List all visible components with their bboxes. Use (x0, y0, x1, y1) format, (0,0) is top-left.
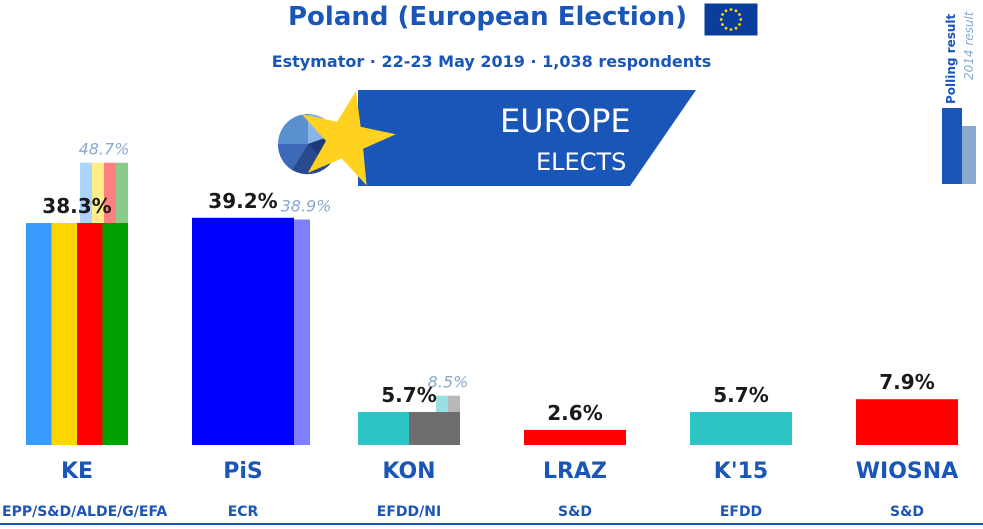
chart-title: Poland (European Election) (288, 2, 688, 32)
prev-label-pis: 38.9% (281, 197, 332, 216)
value-label-k15: 5.7% (713, 383, 768, 407)
logo-line1: EUROPE (500, 102, 631, 140)
logo-line2: ELECTS (536, 148, 626, 176)
bar-kon-0 (358, 411, 409, 445)
legend-current-label: Polling result (944, 13, 958, 104)
europe-elects-logo: EUROPE ELECTS (278, 90, 696, 186)
bar-ke-1 (51, 223, 77, 445)
bar-pis-0 (192, 217, 294, 445)
value-label-ke: 38.3% (42, 194, 111, 218)
bar-kon-1 (409, 411, 460, 445)
value-label-wiosna: 7.9% (879, 370, 934, 394)
legend-current-swatch (942, 108, 962, 184)
legend-previous-swatch (962, 126, 976, 184)
bar-k15-0 (690, 411, 792, 445)
prev-label-kon: 8.5% (428, 373, 469, 392)
party-label-ke: KE (61, 459, 93, 484)
value-label-pis: 39.2% (208, 189, 277, 213)
party-label-kon: KON (382, 459, 435, 484)
bar-ke-3 (102, 223, 128, 445)
legend: Polling result 2014 result (942, 0, 980, 184)
group-label-pis: ECR (228, 504, 259, 520)
party-label-k15: K'15 (714, 459, 768, 484)
party-label-pis: PiS (223, 459, 263, 484)
value-label-lraz: 2.6% (547, 401, 602, 425)
group-label-ke: EPP/S&D/ALDE/G/EFA (2, 504, 167, 520)
eu-flag-icon (704, 3, 758, 36)
group-label-kon: EFDD/NI (377, 504, 441, 520)
chart-subtitle: Estymator · 22-23 May 2019 · 1,038 respo… (271, 52, 712, 71)
legend-previous-label: 2014 result (962, 11, 976, 80)
group-label-k15: EFDD (720, 504, 762, 520)
bar-ke-0 (26, 223, 52, 445)
bar-ke-2 (77, 223, 103, 445)
bar-lraz-0 (524, 429, 626, 445)
star-logo-icon (301, 91, 396, 186)
party-label-wiosna: WIOSNA (856, 459, 958, 484)
value-label-kon: 5.7% (381, 383, 436, 407)
party-label-lraz: LRAZ (543, 459, 607, 484)
group-label-lraz: S&D (558, 504, 592, 520)
bar-wiosna-0 (856, 399, 958, 445)
group-label-wiosna: S&D (890, 504, 924, 520)
prev-label-ke: 48.7% (79, 140, 130, 159)
